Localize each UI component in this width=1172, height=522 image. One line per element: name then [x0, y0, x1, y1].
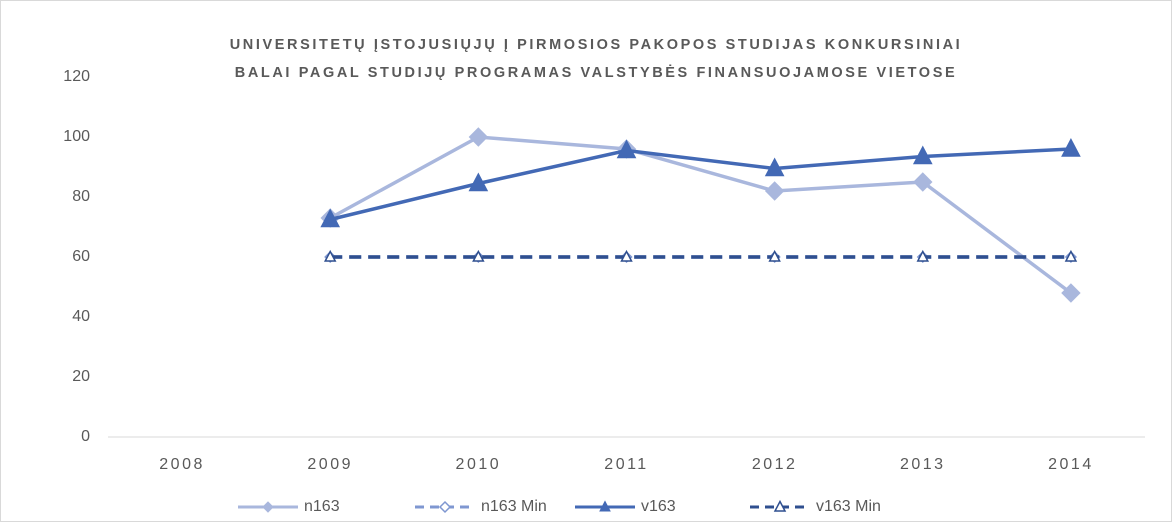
marker [773, 499, 787, 512]
x-tick-label: 2009 [307, 456, 353, 473]
x-tick-label: 2013 [900, 456, 946, 473]
y-tick-label: 120 [63, 68, 90, 85]
chart-title: BALAI PAGAL STUDIJŲ PROGRAMAS VALSTYBĖS … [235, 64, 957, 81]
marker [616, 139, 637, 159]
marker [468, 127, 489, 147]
marker [438, 500, 452, 514]
marker [599, 500, 611, 512]
series-line [329, 147, 1072, 222]
marker [1061, 138, 1081, 157]
marker [323, 249, 337, 262]
marker [768, 249, 781, 262]
legend-label: n163 [304, 498, 340, 515]
marker [472, 249, 485, 262]
y-tick-label: 40 [72, 308, 90, 325]
x-tick-label: 2012 [752, 456, 798, 473]
y-tick-label: 100 [63, 128, 90, 145]
marker [764, 157, 785, 177]
x-tick-label: 2011 [604, 456, 648, 473]
chart-title: UNIVERSITETŲ ĮSTOJUSIŲJŲ Į PIRMOSIOS PAK… [230, 37, 963, 53]
x-tick-label: 2010 [456, 456, 502, 473]
x-tick-label: 2008 [159, 456, 205, 473]
y-tick-label: 80 [72, 188, 90, 205]
y-tick-label: 20 [72, 368, 90, 385]
legend-label: n163 Min [481, 498, 547, 515]
legend-label: v163 [641, 498, 676, 515]
marker [620, 249, 633, 262]
y-tick-label: 0 [81, 428, 90, 445]
x-tick-label: 2014 [1048, 456, 1094, 473]
marker [912, 145, 933, 165]
marker [913, 172, 933, 192]
legend-label: v163 Min [816, 498, 881, 515]
marker [320, 208, 341, 228]
marker [916, 249, 930, 262]
marker [764, 181, 785, 201]
y-tick-label: 60 [72, 248, 90, 265]
marker [262, 501, 274, 513]
marker [468, 172, 489, 192]
marker [1064, 249, 1078, 262]
series-line [329, 135, 1072, 295]
marker [1061, 283, 1081, 303]
